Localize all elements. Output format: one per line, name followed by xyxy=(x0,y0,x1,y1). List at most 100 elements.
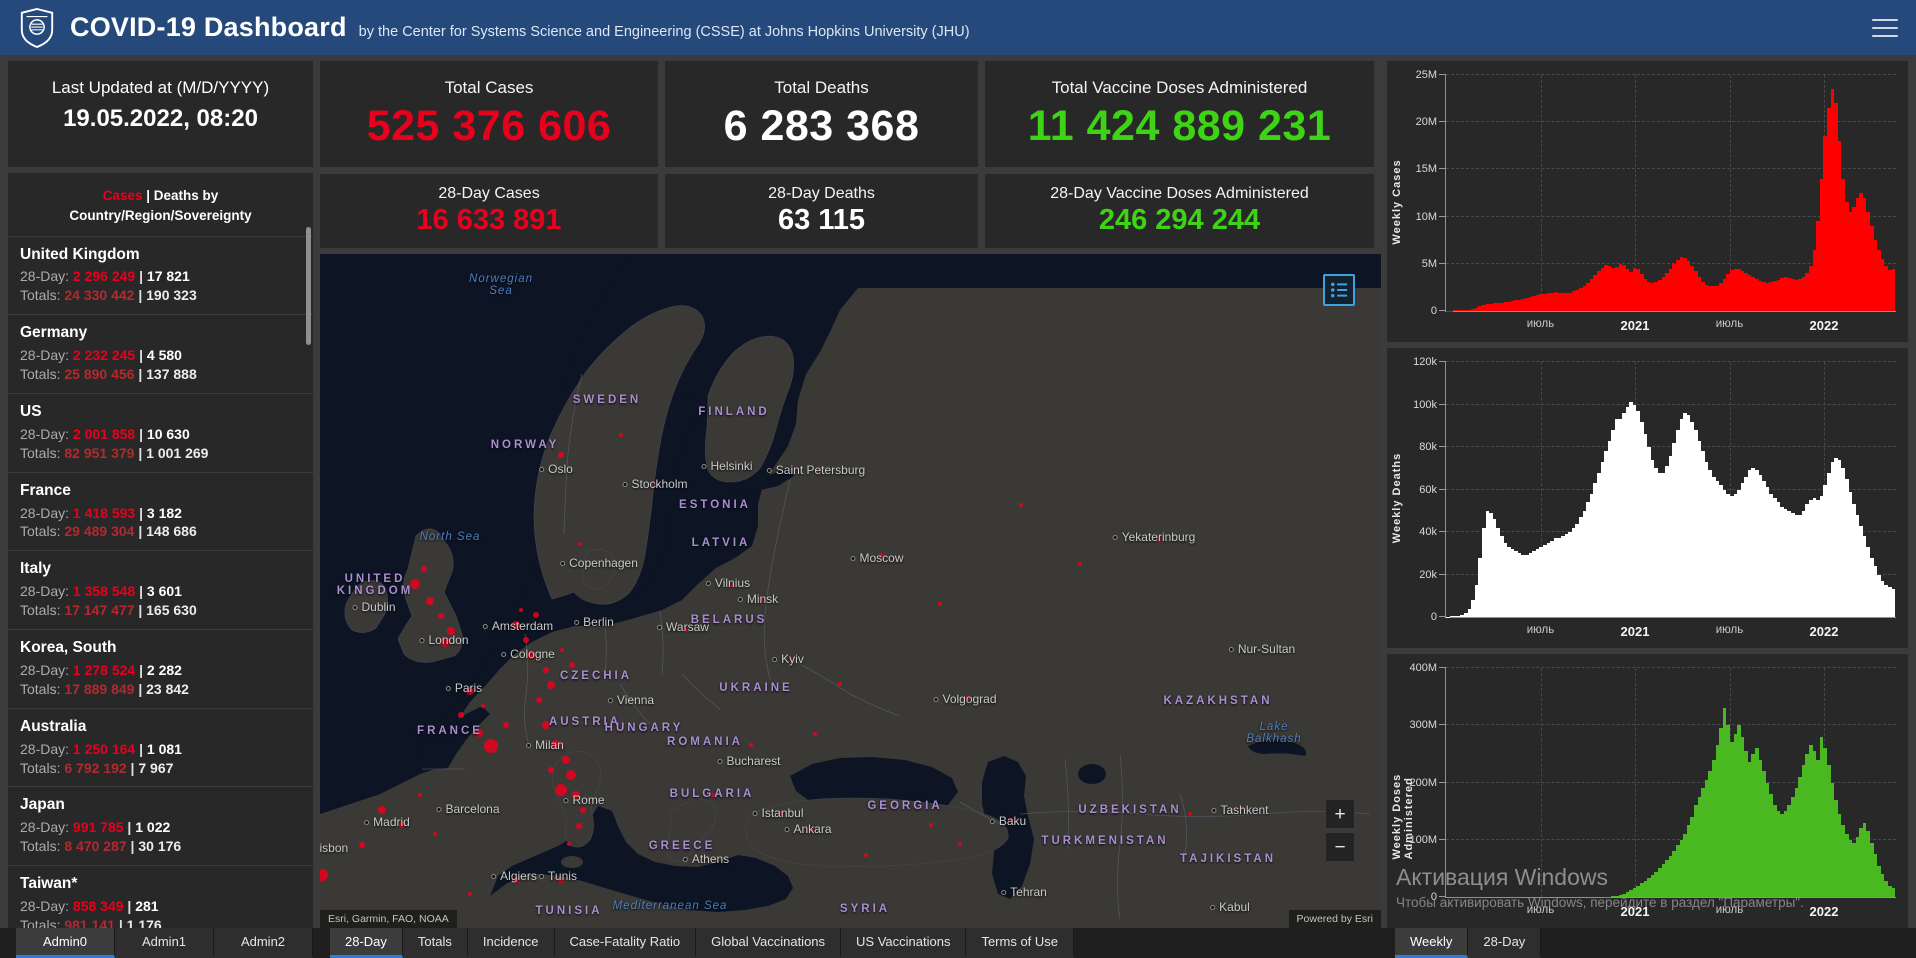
country-list-item[interactable]: Italy 28-Day: 1 358 548 | 3 601 Totals: 17… xyxy=(8,550,313,629)
outbreak-dot[interactable] xyxy=(551,740,561,750)
outbreak-dot[interactable] xyxy=(938,602,942,606)
outbreak-dot[interactable] xyxy=(958,842,962,846)
country-list-item[interactable]: US 28-Day: 2 001 858 | 10 630 Totals: 82 9… xyxy=(8,392,313,472)
outbreak-dot[interactable] xyxy=(421,566,427,572)
outbreak-dot[interactable] xyxy=(536,697,542,703)
y-tick-label: 400M xyxy=(1409,662,1437,674)
outbreak-dot[interactable] xyxy=(475,729,483,737)
outbreak-dot[interactable] xyxy=(809,828,813,832)
outbreak-dot[interactable] xyxy=(548,767,554,773)
outbreak-dot[interactable] xyxy=(542,721,550,729)
y-tick-label: 300M xyxy=(1409,719,1437,732)
outbreak-dot[interactable] xyxy=(484,739,498,753)
outbreak-dot[interactable] xyxy=(378,806,386,814)
scrollbar-thumb[interactable] xyxy=(306,227,311,345)
outbreak-dot[interactable] xyxy=(513,877,519,883)
outbreak-dot[interactable] xyxy=(684,628,688,632)
outbreak-dot[interactable] xyxy=(519,608,523,612)
map-legend-button[interactable] xyxy=(1323,274,1355,306)
outbreak-dot[interactable] xyxy=(433,832,437,836)
outbreak-dot[interactable] xyxy=(1157,538,1161,542)
outbreak-dot[interactable] xyxy=(560,648,564,652)
outbreak-dot[interactable] xyxy=(1019,503,1023,507)
outbreak-dot[interactable] xyxy=(819,468,823,472)
outbreak-dot[interactable] xyxy=(440,637,450,647)
outbreak-dot[interactable] xyxy=(399,822,405,828)
tab-chart-28-day[interactable]: 28-Day xyxy=(1468,928,1542,958)
tab-map-case-fatality-ratio[interactable]: Case-Fatality Ratio xyxy=(554,928,697,958)
outbreak-dot[interactable] xyxy=(468,892,472,896)
country-list-item[interactable]: France 28-Day: 1 418 593 | 3 182 Totals: 2… xyxy=(8,471,313,551)
outbreak-dot[interactable] xyxy=(481,704,485,708)
outbreak-dot[interactable] xyxy=(578,542,582,546)
country-28day-row: 28-Day: 991 785 | 1 022 xyxy=(20,819,171,836)
outbreak-dot[interactable] xyxy=(654,483,658,487)
tab-map-us-vaccinations[interactable]: US Vaccinations xyxy=(841,928,967,958)
outbreak-dot[interactable] xyxy=(779,811,783,815)
outbreak-dot[interactable] xyxy=(466,687,474,695)
jhu-shield-logo xyxy=(20,7,54,48)
outbreak-dot[interactable] xyxy=(447,627,455,635)
outbreak-dot[interactable] xyxy=(533,612,539,618)
outbreak-dot[interactable] xyxy=(838,682,842,686)
outbreak-dot[interactable] xyxy=(527,651,535,659)
outbreak-dot[interactable] xyxy=(580,807,586,813)
tab-admin-admin1[interactable]: Admin1 xyxy=(115,928,214,958)
country-list-item[interactable]: United Kingdom 28-Day: 2 296 249 | 17 821… xyxy=(8,235,313,315)
map-zoom-out-button[interactable]: − xyxy=(1325,832,1355,862)
outbreak-dot[interactable] xyxy=(418,793,422,797)
country-list-item[interactable]: Korea, South 28-Day: 1 278 524 | 2 282 Tot… xyxy=(8,629,313,708)
outbreak-dot[interactable] xyxy=(438,613,444,619)
outbreak-dot[interactable] xyxy=(558,877,564,883)
menu-button[interactable] xyxy=(1872,18,1898,37)
outbreak-dot[interactable] xyxy=(359,842,365,848)
outbreak-dot[interactable] xyxy=(1078,562,1082,566)
outbreak-dot[interactable] xyxy=(567,842,571,846)
outbreak-dot[interactable] xyxy=(789,658,793,662)
outbreak-dot[interactable] xyxy=(569,662,575,668)
outbreak-dot[interactable] xyxy=(1239,806,1243,810)
outbreak-dot[interactable] xyxy=(1188,812,1192,816)
y-tick-label: 25M xyxy=(1415,69,1437,81)
outbreak-dot[interactable] xyxy=(576,823,582,829)
outbreak-dot[interactable] xyxy=(426,597,434,605)
outbreak-dot[interactable] xyxy=(566,770,576,780)
outbreak-dot[interactable] xyxy=(512,621,520,629)
outbreak-dot[interactable] xyxy=(929,823,933,827)
map-zoom-in-button[interactable]: + xyxy=(1325,799,1355,829)
tab-chart-weekly[interactable]: Weekly xyxy=(1395,928,1469,958)
tab-map-totals[interactable]: Totals xyxy=(402,928,468,958)
outbreak-dot[interactable] xyxy=(458,712,464,718)
outbreak-dot[interactable] xyxy=(813,732,817,736)
outbreak-dot[interactable] xyxy=(555,784,567,796)
tab-map-global-vaccinations[interactable]: Global Vaccinations xyxy=(696,928,842,958)
outbreak-dot[interactable] xyxy=(547,681,555,689)
tab-map-terms-of-use[interactable]: Terms of Use xyxy=(966,928,1075,958)
outbreak-dot[interactable] xyxy=(320,869,328,881)
country-list-item[interactable]: Taiwan* 28-Day: 858 349 | 281 Totals: 981 … xyxy=(8,865,313,928)
outbreak-dot[interactable] xyxy=(711,793,715,797)
outbreak-dot[interactable] xyxy=(562,756,570,764)
tab-map-28-day[interactable]: 28-Day xyxy=(330,928,403,958)
country-list-item[interactable]: Australia 28-Day: 1 250 164 | 1 081 Totals… xyxy=(8,707,313,787)
tab-map-incidence[interactable]: Incidence xyxy=(467,928,555,958)
tab-admin-admin2[interactable]: Admin2 xyxy=(214,928,313,958)
outbreak-dot[interactable] xyxy=(503,722,509,728)
tab-admin-admin0[interactable]: Admin0 xyxy=(16,928,115,958)
country-list-item[interactable]: Germany 28-Day: 2 232 245 | 4 580 Totals: … xyxy=(8,314,313,393)
outbreak-dot[interactable] xyxy=(759,598,763,602)
map-canvas[interactable]: Norwegian Sea North Sea Lake Balkhash Medit… xyxy=(320,254,1381,928)
outbreak-dot[interactable] xyxy=(543,667,549,673)
outbreak-dot[interactable] xyxy=(572,791,580,799)
outbreak-dot[interactable] xyxy=(749,743,753,747)
country-list-item[interactable]: Japan 28-Day: 991 785 | 1 022 Totals: 8 47… xyxy=(8,786,313,865)
outbreak-dot[interactable] xyxy=(619,433,623,437)
outbreak-dot[interactable] xyxy=(879,553,883,557)
outbreak-dot[interactable] xyxy=(1009,818,1013,822)
outbreak-dot[interactable] xyxy=(966,696,970,700)
outbreak-dot[interactable] xyxy=(864,853,868,857)
outbreak-dot[interactable] xyxy=(558,452,564,458)
outbreak-dot[interactable] xyxy=(729,583,733,587)
outbreak-dot[interactable] xyxy=(523,637,529,643)
outbreak-dot[interactable] xyxy=(410,579,420,589)
